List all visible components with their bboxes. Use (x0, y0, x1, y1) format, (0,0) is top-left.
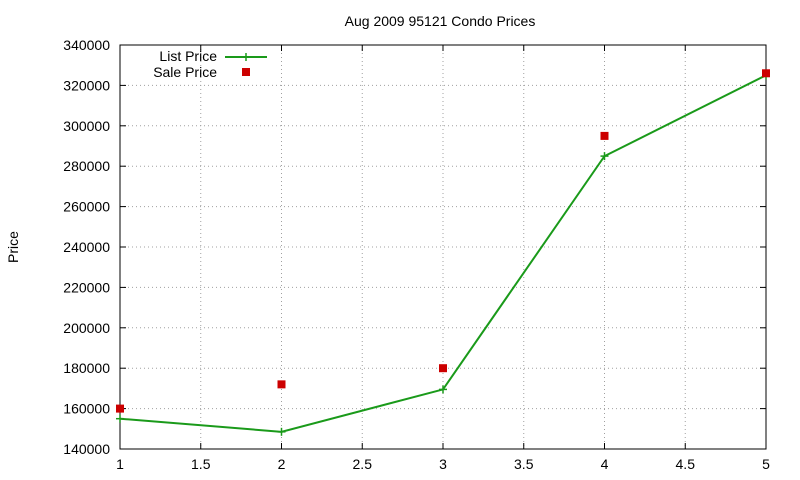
legend-marker-list-price (242, 53, 250, 61)
x-tick-label: 3 (439, 456, 447, 472)
chart-title: Aug 2009 95121 Condo Prices (345, 13, 536, 29)
x-tick-label: 1 (116, 456, 124, 472)
y-tick-label: 200000 (63, 320, 110, 336)
y-tick-label: 180000 (63, 360, 110, 376)
x-tick-label: 2.5 (353, 456, 373, 472)
y-tick-label: 320000 (63, 77, 110, 93)
sale-price-point (762, 69, 770, 78)
x-tick-label: 4 (601, 456, 609, 472)
legend-label-list-price: List Price (159, 48, 217, 64)
sale-price-point (116, 404, 124, 413)
y-tick-label: 240000 (63, 239, 110, 255)
x-tick-label: 2 (278, 456, 286, 472)
y-tick-label: 280000 (63, 158, 110, 174)
list-price-point (116, 414, 124, 423)
legend-label-sale-price: Sale Price (153, 64, 217, 80)
y-tick-label: 260000 (63, 199, 110, 215)
sale-price-point (277, 380, 286, 389)
y-tick-label: 220000 (63, 279, 110, 295)
x-tick-label: 1.5 (191, 456, 211, 472)
y-tick-label: 300000 (63, 118, 110, 134)
x-tick-label: 3.5 (514, 456, 534, 472)
legend-marker-sale-price (242, 68, 250, 76)
y-tick-label: 160000 (63, 401, 110, 417)
sale-price-point (439, 364, 447, 373)
x-tick-label: 5 (762, 456, 770, 472)
y-axis-label: Price (5, 231, 21, 263)
list-price-point (600, 152, 609, 161)
list-price-point (277, 427, 286, 436)
series-layer (116, 69, 770, 436)
y-tick-label: 140000 (63, 441, 110, 457)
sale-price-point (600, 131, 609, 140)
y-tick-label: 340000 (63, 37, 110, 53)
x-tick-label: 4.5 (676, 456, 696, 472)
list-price-point (439, 385, 447, 394)
axis-ticks: 1 1.5 2 2.5 3 3.5 4 4.5 5 140000 160000 180000 20000… (63, 37, 770, 472)
